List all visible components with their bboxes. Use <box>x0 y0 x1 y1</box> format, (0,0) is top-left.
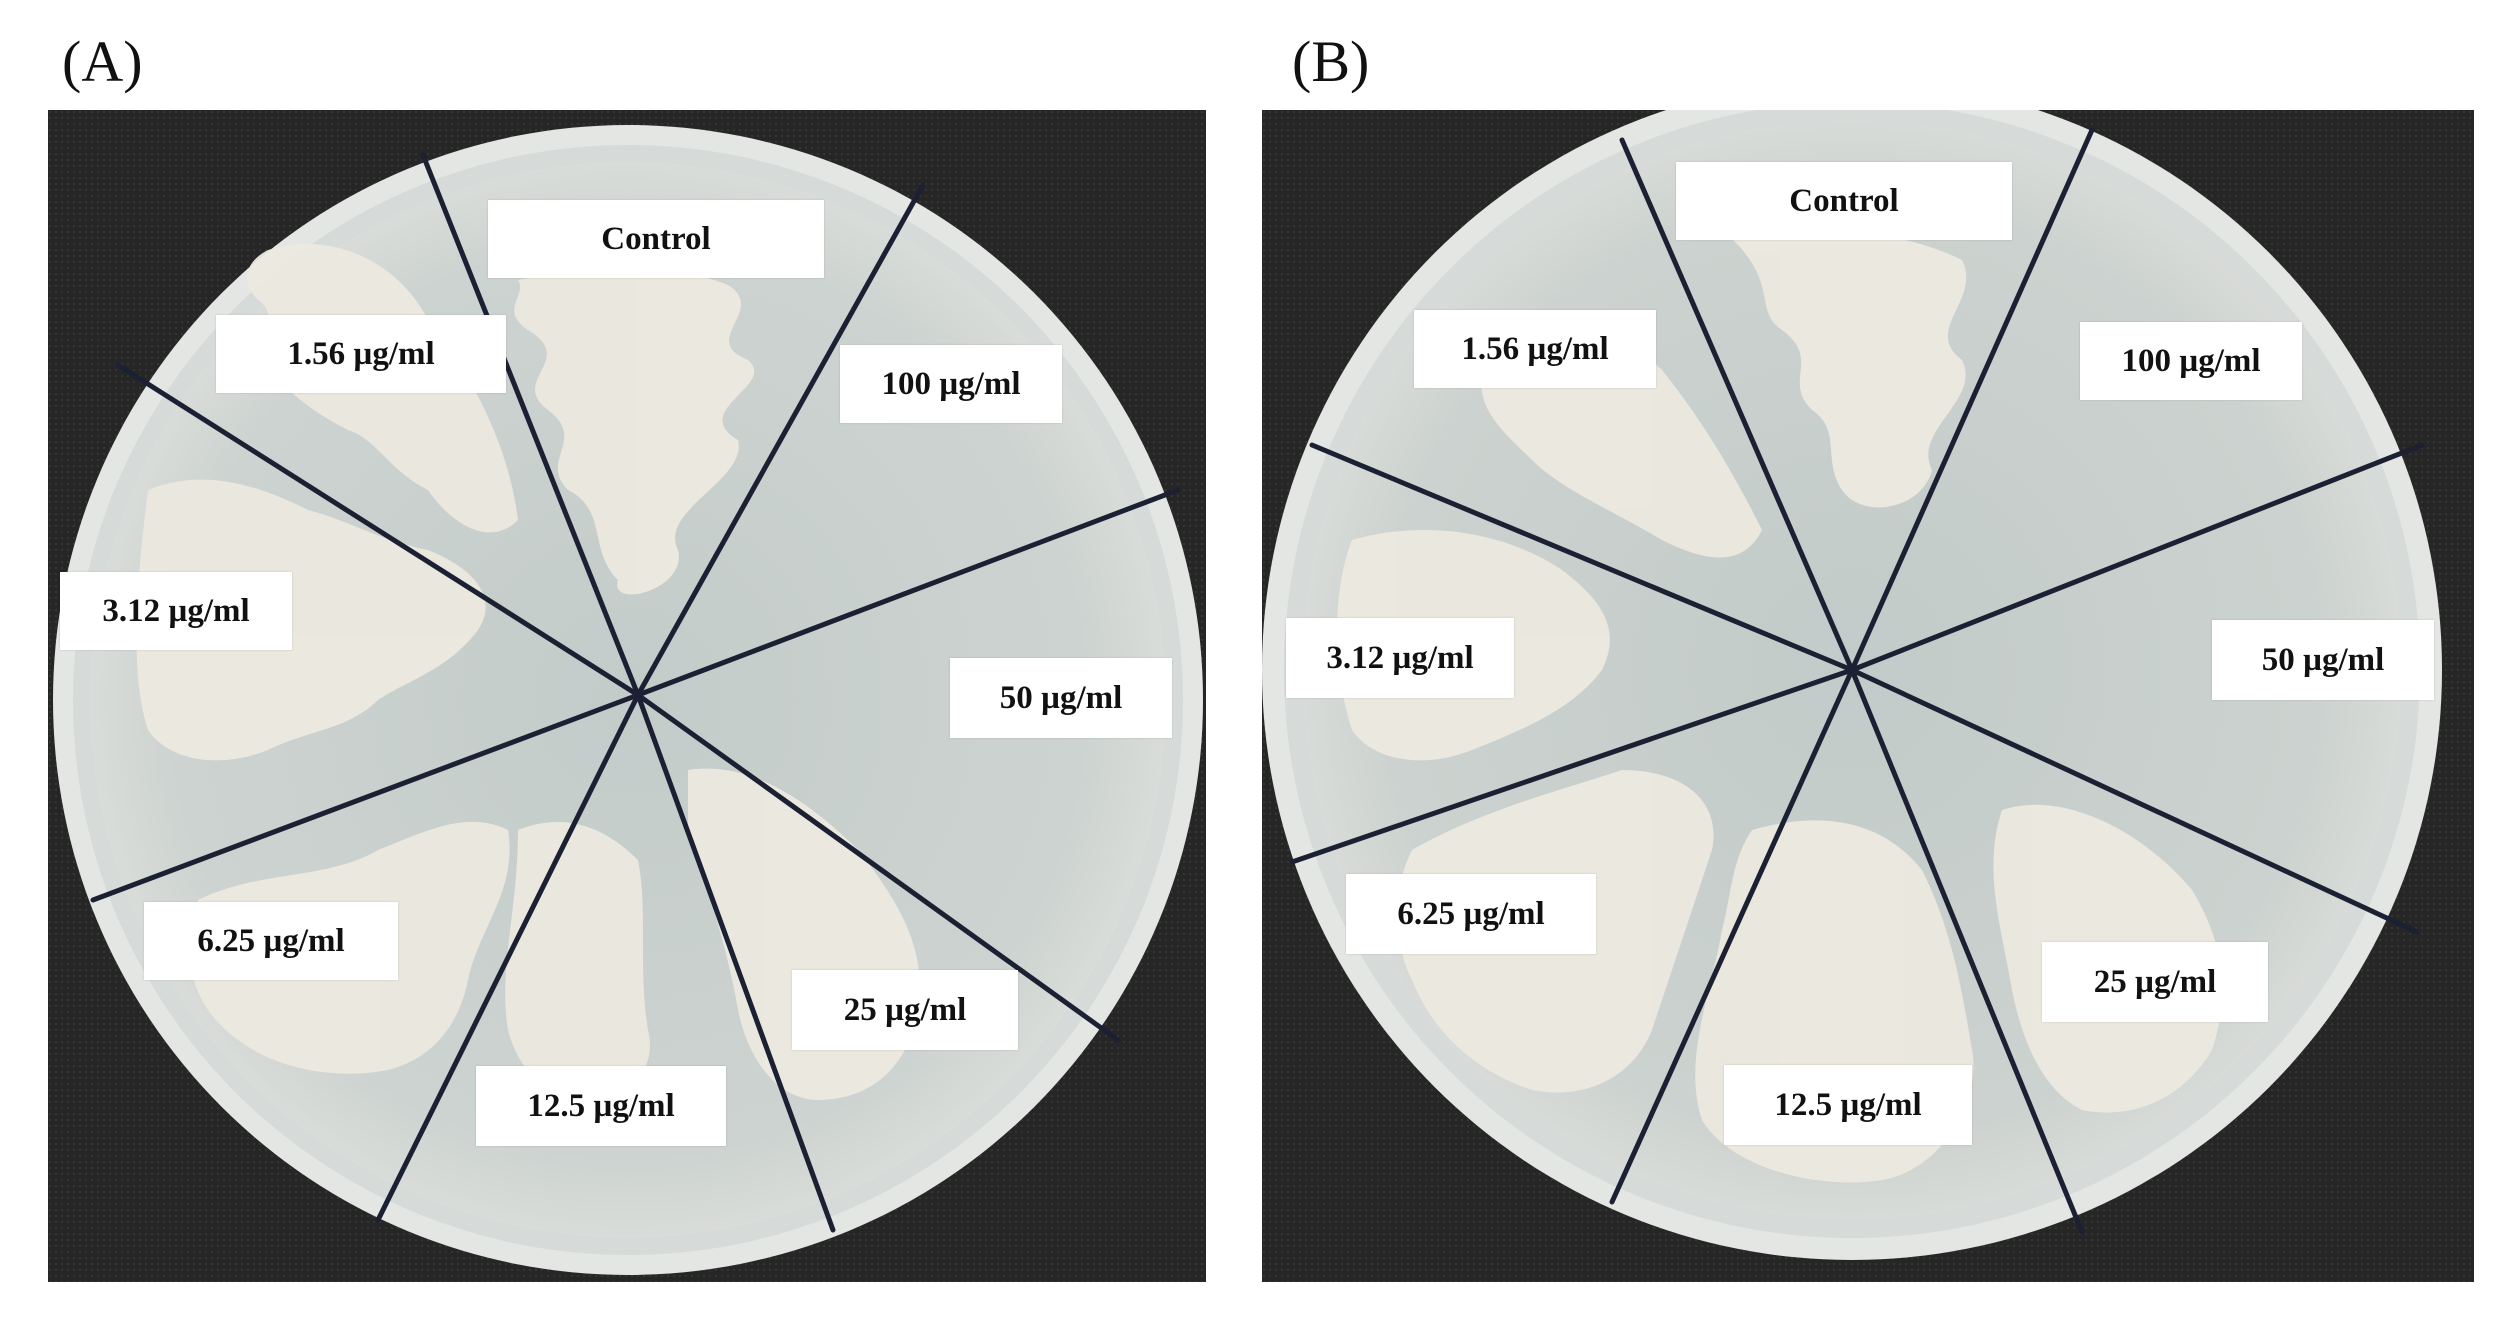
divider-2 <box>1849 127 2095 673</box>
growth-control <box>514 269 755 595</box>
growth-control <box>1722 226 1967 508</box>
divider-4 <box>635 692 1121 1043</box>
divider-4 <box>1849 667 2420 935</box>
label-12-5: 12.5 µg/ml <box>476 1066 726 1146</box>
divider-5 <box>635 692 836 1233</box>
label-100: 100 µg/ml <box>840 345 1062 423</box>
sector-dividers <box>1289 127 2425 1235</box>
growth-3-12 <box>136 479 486 761</box>
divider-6 <box>1609 667 1855 1205</box>
label-50: 50 µg/ml <box>2212 620 2434 700</box>
divider-7 <box>1289 667 1855 865</box>
label-control: Control <box>1676 162 2012 240</box>
label-6-25: 6.25 µg/ml <box>1346 874 1596 954</box>
divider-8 <box>115 362 641 698</box>
label-3-12: 3.12 µg/ml <box>1286 618 1514 698</box>
divider-5 <box>1849 667 2085 1235</box>
panel-b-label: (B) <box>1292 29 1370 94</box>
label-50: 50 µg/ml <box>950 658 1172 738</box>
growth-12-5 <box>505 821 650 1100</box>
divider-3 <box>635 487 1181 698</box>
label-25: 25 µg/ml <box>2042 942 2268 1022</box>
label-3-12: 3.12 µg/ml <box>60 572 292 650</box>
label-control: Control <box>488 200 824 278</box>
divider-6 <box>375 692 641 1223</box>
divider-2 <box>635 182 926 698</box>
divider-3 <box>1849 442 2425 673</box>
divider-1 <box>1619 137 1855 673</box>
divider-8 <box>1309 442 1855 673</box>
label-25: 25 µg/ml <box>792 970 1018 1050</box>
label-6-25: 6.25 µg/ml <box>144 902 398 980</box>
divider-7 <box>90 692 641 903</box>
petri-dish-photo-a: Control 1.56 µg/ml 100 µg/ml 3.12 µg/ml … <box>48 110 1206 1282</box>
label-100: 100 µg/ml <box>2080 322 2302 400</box>
sector-dividers <box>90 152 1181 1233</box>
label-1-56: 1.56 µg/ml <box>216 315 506 393</box>
label-12-5: 12.5 µg/ml <box>1724 1065 1972 1145</box>
petri-dish-photo-b: Control 1.56 µg/ml 100 µg/ml 3.12 µg/ml … <box>1262 110 2474 1282</box>
label-1-56: 1.56 µg/ml <box>1414 310 1656 388</box>
panel-a-label: (A) <box>62 29 143 94</box>
divider-1 <box>420 152 641 698</box>
